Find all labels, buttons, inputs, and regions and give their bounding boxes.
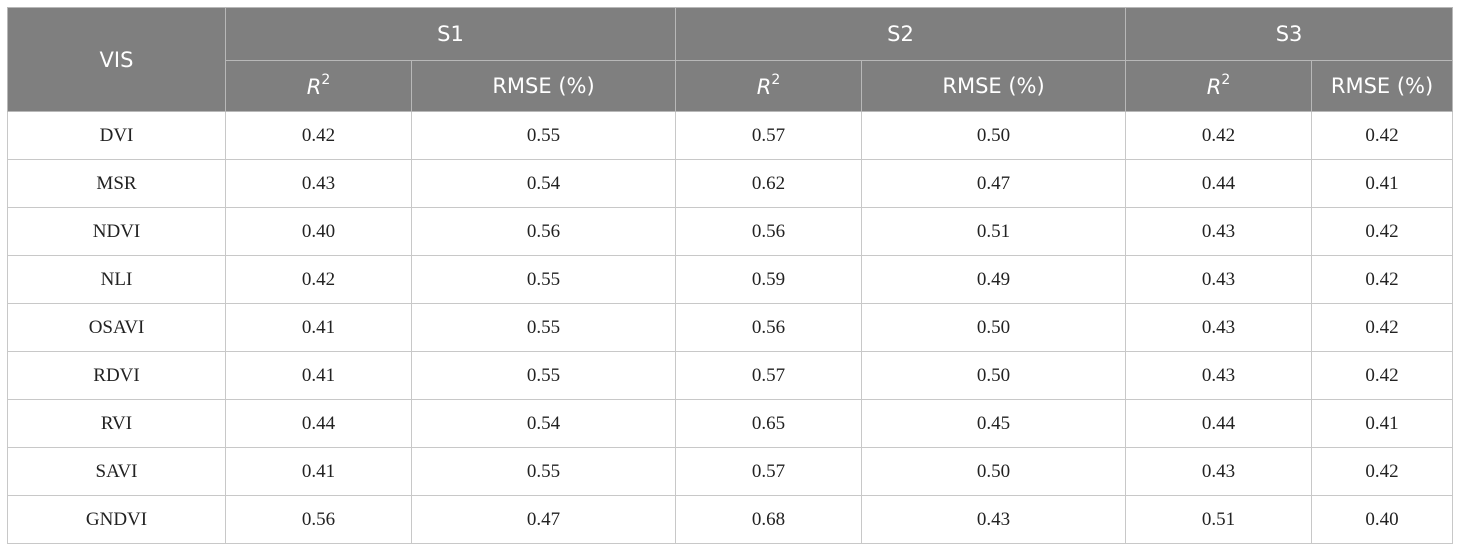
r2-value-cell: 0.65 bbox=[675, 399, 863, 448]
vis-name-cell: OSAVI bbox=[7, 303, 226, 352]
r2-value-cell: 0.43 bbox=[1125, 255, 1313, 304]
r2-value-cell: 0.44 bbox=[225, 399, 412, 448]
rmse-value-cell: 0.42 bbox=[1311, 207, 1454, 256]
table-row: OSAVI 0.41 0.55 0.56 0.50 0.43 0.42 bbox=[7, 303, 1454, 352]
r2-value-cell: 0.68 bbox=[675, 495, 863, 544]
rmse-value-cell: 0.49 bbox=[861, 255, 1127, 304]
rmse-value-cell: 0.55 bbox=[410, 111, 677, 160]
rmse-value-cell: 0.47 bbox=[861, 159, 1127, 208]
rmse-value-cell: 0.55 bbox=[410, 447, 677, 496]
vis-name-cell: SAVI bbox=[7, 447, 226, 496]
r2-symbol: R bbox=[756, 74, 772, 99]
rmse-value-cell: 0.45 bbox=[861, 399, 1127, 448]
metric-header-row: R2 RMSE (%) R2 RMSE (%) R2 RMSE (%) bbox=[8, 60, 1454, 112]
r2-value-cell: 0.57 bbox=[675, 351, 863, 400]
vis-name-cell: MSR bbox=[7, 159, 226, 208]
r2-value-cell: 0.42 bbox=[1125, 111, 1313, 160]
rmse-value-cell: 0.41 bbox=[1311, 399, 1454, 448]
results-table: VIS S1 S2 S3 R2 RMSE (%) R2 RMSE (%) R2 … bbox=[7, 7, 1454, 544]
r2-value-cell: 0.40 bbox=[225, 207, 412, 256]
rmse-value-cell: 0.42 bbox=[1311, 351, 1454, 400]
rmse-value-cell: 0.51 bbox=[861, 207, 1127, 256]
r2-exponent: 2 bbox=[321, 71, 331, 88]
rmse-value-cell: 0.55 bbox=[410, 303, 677, 352]
group-header-s3: S3 bbox=[1125, 7, 1454, 61]
vis-name-cell: RVI bbox=[7, 399, 226, 448]
rmse-header: RMSE (%) bbox=[1311, 60, 1454, 112]
vis-name-cell: NLI bbox=[7, 255, 226, 304]
r2-value-cell: 0.57 bbox=[675, 447, 863, 496]
r2-header: R2 bbox=[675, 60, 863, 112]
r2-value-cell: 0.56 bbox=[225, 495, 412, 544]
r2-value-cell: 0.62 bbox=[675, 159, 863, 208]
table-row: NLI 0.42 0.55 0.59 0.49 0.43 0.42 bbox=[7, 255, 1454, 304]
rmse-value-cell: 0.50 bbox=[861, 111, 1127, 160]
r2-value-cell: 0.41 bbox=[225, 303, 412, 352]
rmse-value-cell: 0.54 bbox=[410, 399, 677, 448]
r2-value-cell: 0.42 bbox=[225, 111, 412, 160]
vis-name-cell: GNDVI bbox=[7, 495, 226, 544]
r2-value-cell: 0.41 bbox=[225, 351, 412, 400]
table-row: MSR 0.43 0.54 0.62 0.47 0.44 0.41 bbox=[7, 159, 1454, 208]
rmse-value-cell: 0.42 bbox=[1311, 447, 1454, 496]
rmse-header: RMSE (%) bbox=[861, 60, 1127, 112]
rmse-value-cell: 0.42 bbox=[1311, 255, 1454, 304]
r2-value-cell: 0.44 bbox=[1125, 399, 1313, 448]
r2-value-cell: 0.41 bbox=[225, 447, 412, 496]
r2-value-cell: 0.51 bbox=[1125, 495, 1313, 544]
rmse-value-cell: 0.56 bbox=[410, 207, 677, 256]
rmse-value-cell: 0.50 bbox=[861, 447, 1127, 496]
table-row: SAVI 0.41 0.55 0.57 0.50 0.43 0.42 bbox=[7, 447, 1454, 496]
vis-column-header: VIS bbox=[7, 7, 226, 112]
rmse-value-cell: 0.55 bbox=[410, 351, 677, 400]
r2-value-cell: 0.43 bbox=[1125, 447, 1313, 496]
rmse-value-cell: 0.41 bbox=[1311, 159, 1454, 208]
table-header: VIS S1 S2 S3 R2 RMSE (%) R2 RMSE (%) R2 … bbox=[7, 7, 1454, 112]
r2-header: R2 bbox=[225, 60, 412, 112]
r2-value-cell: 0.43 bbox=[1125, 207, 1313, 256]
rmse-value-cell: 0.43 bbox=[861, 495, 1127, 544]
r2-value-cell: 0.59 bbox=[675, 255, 863, 304]
rmse-value-cell: 0.47 bbox=[410, 495, 677, 544]
rmse-value-cell: 0.50 bbox=[861, 351, 1127, 400]
table-row: NDVI 0.40 0.56 0.56 0.51 0.43 0.42 bbox=[7, 207, 1454, 256]
rmse-value-cell: 0.42 bbox=[1311, 303, 1454, 352]
vis-name-cell: RDVI bbox=[7, 351, 226, 400]
r2-value-cell: 0.43 bbox=[1125, 351, 1313, 400]
rmse-value-cell: 0.55 bbox=[410, 255, 677, 304]
r2-value-cell: 0.57 bbox=[675, 111, 863, 160]
table-row: DVI 0.42 0.55 0.57 0.50 0.42 0.42 bbox=[7, 111, 1454, 160]
vis-name-cell: DVI bbox=[7, 111, 226, 160]
table-row: RDVI 0.41 0.55 0.57 0.50 0.43 0.42 bbox=[7, 351, 1454, 400]
vis-name-cell: NDVI bbox=[7, 207, 226, 256]
r2-value-cell: 0.44 bbox=[1125, 159, 1313, 208]
rmse-value-cell: 0.50 bbox=[861, 303, 1127, 352]
r2-exponent: 2 bbox=[771, 71, 781, 88]
r2-header: R2 bbox=[1125, 60, 1313, 112]
r2-symbol: R bbox=[306, 74, 322, 99]
rmse-header: RMSE (%) bbox=[410, 60, 677, 112]
table-row: GNDVI 0.56 0.47 0.68 0.43 0.51 0.40 bbox=[7, 495, 1454, 544]
rmse-value-cell: 0.42 bbox=[1311, 111, 1454, 160]
group-header-row: VIS S1 S2 S3 bbox=[7, 7, 1454, 112]
r2-value-cell: 0.42 bbox=[225, 255, 412, 304]
r2-value-cell: 0.56 bbox=[675, 207, 863, 256]
r2-value-cell: 0.56 bbox=[675, 303, 863, 352]
table-body: DVI 0.42 0.55 0.57 0.50 0.42 0.42 MSR 0.43 0.54 0.… bbox=[7, 111, 1454, 544]
r2-value-cell: 0.43 bbox=[225, 159, 412, 208]
table-row: RVI 0.44 0.54 0.65 0.45 0.44 0.41 bbox=[7, 399, 1454, 448]
group-header-s2: S2 bbox=[675, 7, 1127, 61]
r2-symbol: R bbox=[1206, 74, 1222, 99]
group-header-s1: S1 bbox=[224, 7, 677, 61]
r2-exponent: 2 bbox=[1221, 71, 1231, 88]
rmse-value-cell: 0.54 bbox=[410, 159, 677, 208]
r2-value-cell: 0.43 bbox=[1125, 303, 1313, 352]
rmse-value-cell: 0.40 bbox=[1311, 495, 1454, 544]
